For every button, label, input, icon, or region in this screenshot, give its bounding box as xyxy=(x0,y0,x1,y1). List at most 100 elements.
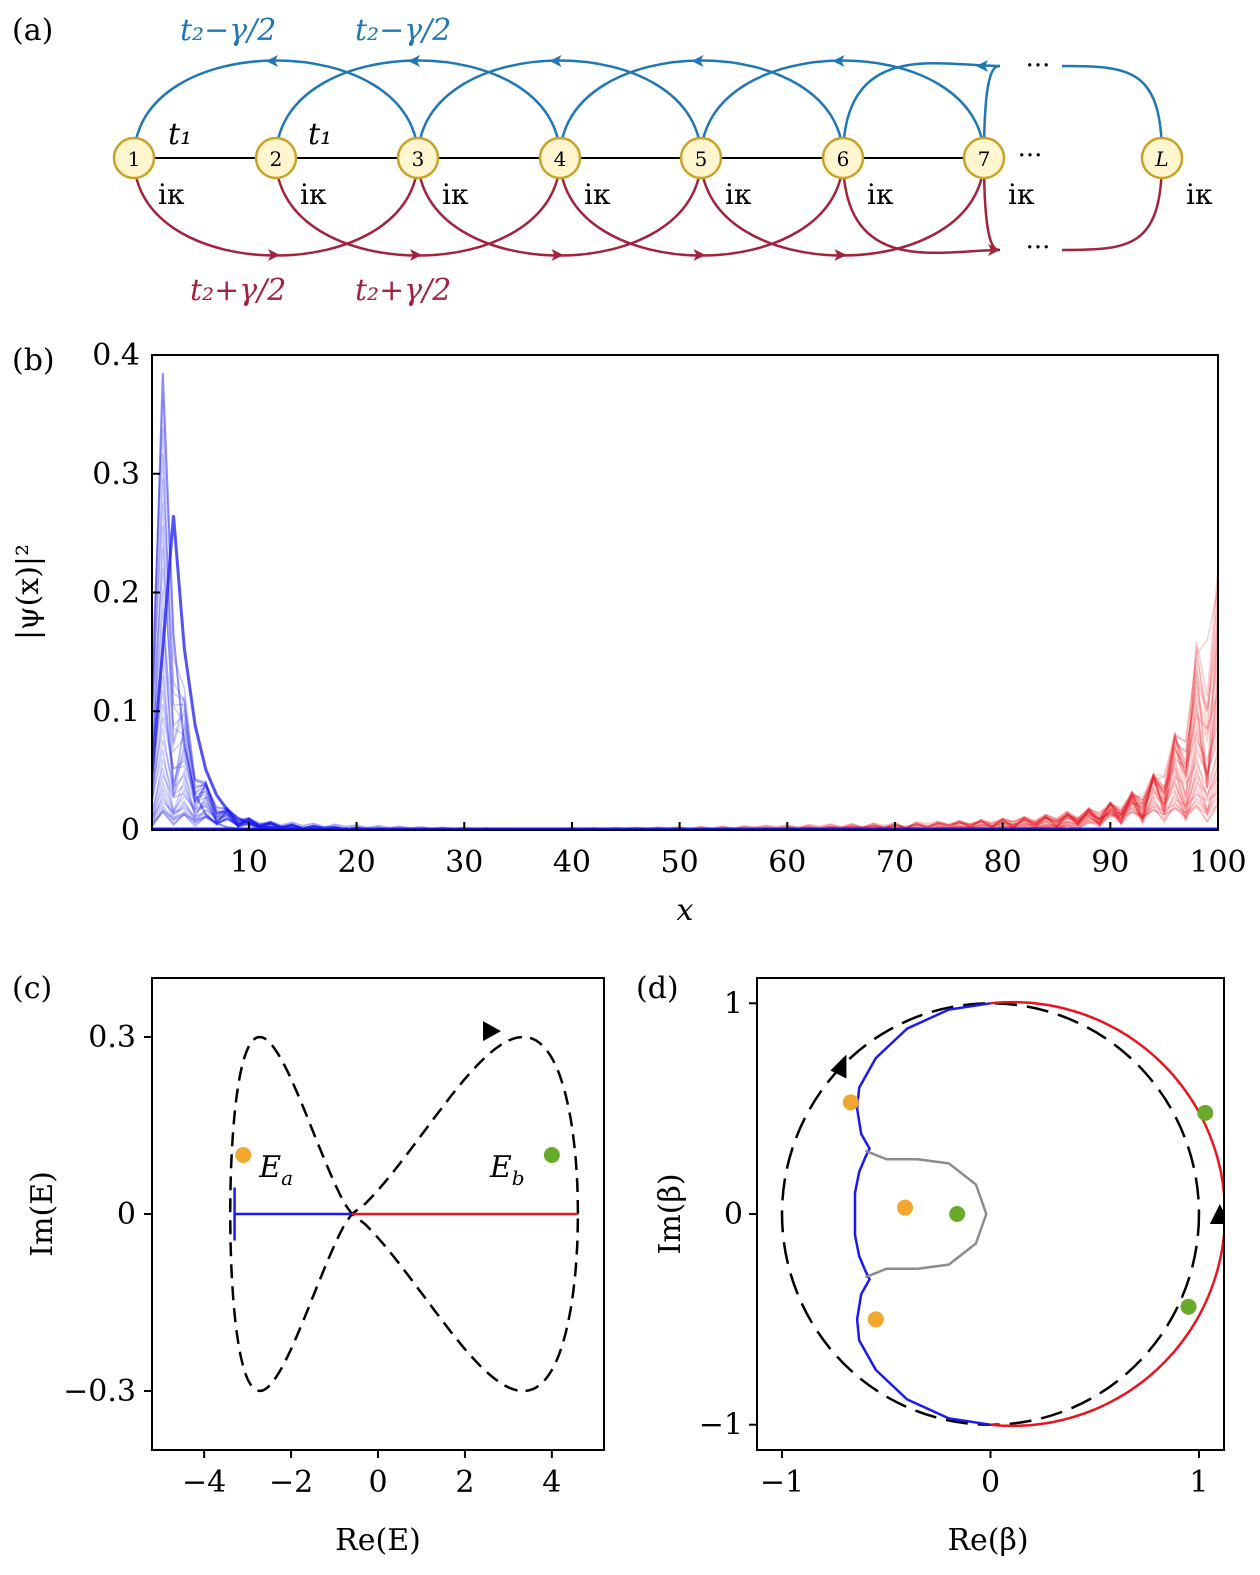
red-arrowhead xyxy=(268,249,280,261)
wavefunction-right xyxy=(152,725,1218,830)
y-tick-label: 0 xyxy=(724,1197,743,1232)
wavefunction-left xyxy=(152,801,1218,830)
blue-arrowhead xyxy=(266,55,278,67)
ellipsis-top: ··· xyxy=(1026,51,1051,81)
wavefunction-right xyxy=(152,609,1218,830)
site-node: 2 xyxy=(254,136,298,180)
beta-point xyxy=(1197,1104,1214,1121)
blue-hop-arc xyxy=(1061,64,1164,159)
site-label: L xyxy=(1154,147,1168,171)
y-tick-label: −0.3 xyxy=(63,1374,136,1409)
blue-arrowhead xyxy=(691,55,704,67)
y-tick-label: 0 xyxy=(121,813,140,848)
panel-label-b: (b) xyxy=(12,343,55,378)
wavefunction-left xyxy=(152,427,1218,830)
x-tick-label: 100 xyxy=(1189,845,1246,880)
red-hop-arc xyxy=(1061,157,1164,252)
x-tick-label: 10 xyxy=(230,845,268,880)
y-tick-label: 0.3 xyxy=(88,1020,136,1055)
loop-arrowhead xyxy=(483,1021,501,1042)
wavefunction-left xyxy=(152,626,1218,830)
wavefunction-right xyxy=(152,567,1218,830)
site-label: 3 xyxy=(412,147,425,171)
red-hop-label: t₂+γ/2 xyxy=(355,273,451,308)
wavefunction-right xyxy=(152,658,1218,830)
blue-arrowhead xyxy=(549,55,562,67)
x-tick-label: 60 xyxy=(768,845,806,880)
energy-label: Eb xyxy=(489,1150,525,1190)
red-hop-arc xyxy=(841,157,1001,255)
axes-d: −1 0 1 −1 0 1 xyxy=(699,986,1209,1500)
site-circle xyxy=(396,136,440,180)
blue-hop-arc xyxy=(274,59,562,159)
blue-arrowhead xyxy=(832,55,845,67)
wavefunction-right xyxy=(152,732,1218,830)
site-label: 1 xyxy=(128,147,141,171)
blue-arrowhead xyxy=(408,55,420,67)
plot-frame-b xyxy=(151,354,1219,831)
wavefunction-left xyxy=(152,643,1218,830)
blue-hop-arc xyxy=(558,59,845,159)
red-hop-label: t₂+γ/2 xyxy=(190,273,286,308)
x-tick-label: −1 xyxy=(760,1465,804,1500)
blue-hop-arc xyxy=(982,64,1001,159)
y-tick-label: 0.3 xyxy=(92,457,140,492)
wavefunction-left xyxy=(152,791,1218,830)
wavefunction-right xyxy=(152,693,1218,830)
ylabel-c: Im(E) xyxy=(25,1171,60,1257)
blue-hop-arc xyxy=(416,59,703,159)
blue-hop-label: t₂−γ/2 xyxy=(355,13,451,48)
site-circle xyxy=(112,136,156,180)
site-circle xyxy=(821,136,865,180)
y-tick-label: 0 xyxy=(117,1197,136,1232)
site-node: 7 xyxy=(962,136,1006,180)
gbz-gray xyxy=(864,1149,988,1279)
gbz-blue xyxy=(853,1002,991,1426)
panel-label-c: (c) xyxy=(12,971,52,1006)
onsite-label: iκ xyxy=(867,178,894,211)
site-label: 7 xyxy=(978,147,991,171)
axes-b: 10 20 30 40 50 60 70 80 90 100 0 0.1 0.2 0.3 0.4 xyxy=(92,338,1246,880)
y-tick-label: 1 xyxy=(724,986,743,1021)
x-tick-label: 20 xyxy=(337,845,375,880)
red-arrowhead xyxy=(551,249,564,261)
site-node: 5 xyxy=(679,136,723,180)
wavefunction-left xyxy=(152,739,1218,830)
wavefunction-curves xyxy=(152,372,1218,830)
wavefunction-right xyxy=(152,667,1218,830)
y-tick-label: 0.1 xyxy=(92,694,140,729)
axes-c: −4 −2 0 2 4 −0.3 0 0.3 xyxy=(63,1020,561,1500)
x-tick-label: 70 xyxy=(876,845,914,880)
x-tick-label: 1 xyxy=(1189,1465,1208,1500)
wavefunction-right xyxy=(152,599,1218,830)
site-label: 5 xyxy=(695,147,708,171)
energy-point xyxy=(235,1147,252,1163)
wavefunction-right xyxy=(152,685,1218,830)
wavefunction-left xyxy=(152,588,1218,830)
x-tick-label: −4 xyxy=(182,1465,226,1500)
ylabel-b: |ψ(x)|² xyxy=(11,544,46,640)
red-arrowhead xyxy=(988,244,1000,256)
red-arrowhead xyxy=(834,249,847,261)
blue-hop-arc xyxy=(699,59,986,159)
wavefunction-left xyxy=(152,478,1218,830)
ellipsis-middle: ··· xyxy=(1018,141,1043,171)
onsite-label: iκ xyxy=(300,178,327,211)
panel-d: (d) −1 0 1 −1 0 1 Re(β) Im(β) xyxy=(636,971,1225,1558)
panel-label-d: (d) xyxy=(636,971,679,1006)
xlabel-d: Re(β) xyxy=(947,1523,1028,1558)
panel-c: (c) Ea Eb −4 −2 0 2 4 −0.3 0 0.3 Re(E) Im(E) xyxy=(12,971,605,1558)
circle-arrowhead xyxy=(1209,1204,1224,1224)
wavefunction-left xyxy=(152,779,1218,830)
site-label: 4 xyxy=(554,147,567,171)
wavefunction-left-peak xyxy=(152,372,1218,830)
onsite-label: iκ xyxy=(442,178,469,211)
wavefunction-left xyxy=(152,453,1218,830)
wavefunction-left xyxy=(152,502,1218,830)
y-tick-label: 0.4 xyxy=(92,338,140,373)
xlabel-c: Re(E) xyxy=(335,1523,421,1558)
wavefunction-right xyxy=(152,648,1218,830)
beta-point xyxy=(897,1199,914,1216)
wavefunction-left xyxy=(152,568,1218,830)
